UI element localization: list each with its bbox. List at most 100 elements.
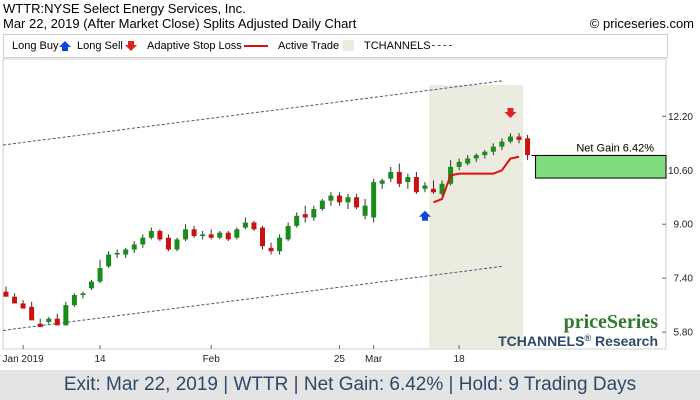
candle-body [473,155,479,159]
candle-body [499,141,505,147]
buy-signal-arrow [418,210,431,221]
tagline-registered: ® [584,333,591,343]
candle-body [260,227,265,247]
y-tick-label: 7.40 [674,274,694,285]
candle-body [217,232,223,238]
candle-body [431,188,436,193]
candle-body [183,229,189,240]
candle-body [507,136,513,142]
x-tick-label: 25 [334,354,346,365]
legend-active-trade-label: Active Trade [278,40,340,52]
channel-lower-line [2,265,502,331]
candle-body [336,195,342,203]
candle-body [191,229,197,237]
candle-body [413,177,419,193]
legend-active-band-swatch [343,40,354,51]
legend-tchannels-line [432,45,452,46]
x-tick-label: Jan 2019 [3,354,45,365]
candle-body [234,229,240,238]
tchannels-research-tagline: TCHANNELS® Research [498,333,658,349]
candle-body [89,281,94,289]
candle-body [3,291,9,297]
candle-body [422,185,428,189]
candle-body [379,180,385,184]
candle-body [268,247,274,252]
net-gain-box [535,154,667,179]
candle-body [456,161,462,167]
x-tick-label: Feb [203,354,221,365]
candle-body [63,305,69,326]
candle-body [200,234,206,237]
y-tick-label: 10.60 [668,166,693,177]
x-tick-label: 18 [454,354,466,365]
candle-body [157,230,163,240]
net-gain-label: Net Gain 6.42% [576,142,654,154]
candle-body [388,171,394,179]
y-tick-label: 12.20 [668,112,693,123]
candle-body [54,318,60,326]
legend-adaptive-stop-label: Adaptive Stop Loss [147,40,242,52]
candle-body [405,177,411,183]
candle-body [242,222,248,228]
candle-body [302,214,308,218]
y-tick-label: 9.00 [674,220,694,231]
candle-body [465,158,471,164]
candle-body [354,197,360,208]
candle-body [106,254,112,267]
priceseries-logo: priceSeries [564,311,659,333]
active-trade-band [429,85,524,349]
candle-body [208,234,214,238]
legend-tchannels-label: TCHANNELS [364,40,431,52]
tagline-tail: Research [591,333,658,349]
candle-body [525,138,531,156]
candle-body [319,200,325,210]
candle-body [37,323,43,328]
price-chart: 5.80 7.40 9.00 10.60 12.20 Jan 2019 14 Feb 25 Mar… [2,58,694,365]
chart-title: WTTR:NYSE Select Energy Services, Inc. [3,1,246,16]
x-tick-label: 14 [94,354,106,365]
candle-body [131,244,137,250]
copyright-text: © priceseries.com [589,16,694,31]
candle-body [97,268,103,282]
candle-body [362,205,368,216]
candle-body [123,249,129,255]
candle-body [311,209,317,218]
candle-body [482,151,488,156]
candle-body [20,303,26,309]
legend-long-sell-label: Long Sell [77,40,123,52]
plot-area [2,58,667,350]
chart-legend: Long Buy Long Sell Adaptive Stop Loss Ac… [3,34,668,58]
candle-body [277,237,283,252]
candle-body [148,230,154,238]
candle-body [490,146,496,152]
candle-body [285,225,291,240]
sell-signal-arrow [504,107,517,118]
candle-body [516,136,522,140]
legend-buy-arrow-icon [59,41,71,51]
candle-body [140,237,146,245]
candle-body [328,195,334,201]
candle-body [165,237,171,250]
candle-body [439,183,445,194]
candle-body [12,296,18,304]
candle-body [251,222,257,230]
y-tick-label: 5.80 [674,328,694,339]
candle-body [174,239,180,250]
candle-body [46,318,52,323]
chart-subtitle: Mar 22, 2019 (After Market Close) Splits… [3,16,357,31]
legend-long-buy-label: Long Buy [12,40,59,52]
candle-body [29,306,35,321]
x-tick-label: Mar [365,354,383,365]
legend-sell-arrow-icon [125,41,137,51]
footer-summary: Exit: Mar 22, 2019 | WTTR | Net Gain: 6.… [0,370,700,400]
tagline-main: TCHANNELS [498,333,584,349]
legend-stop-line [244,45,268,47]
candle-body [396,171,402,184]
candle-body [71,295,77,306]
candle-body [345,197,351,203]
candle-body [371,182,377,218]
candle-body [80,293,86,296]
adaptive-stop-line [433,155,520,204]
candle-body [225,232,231,240]
candle-body [294,215,300,226]
